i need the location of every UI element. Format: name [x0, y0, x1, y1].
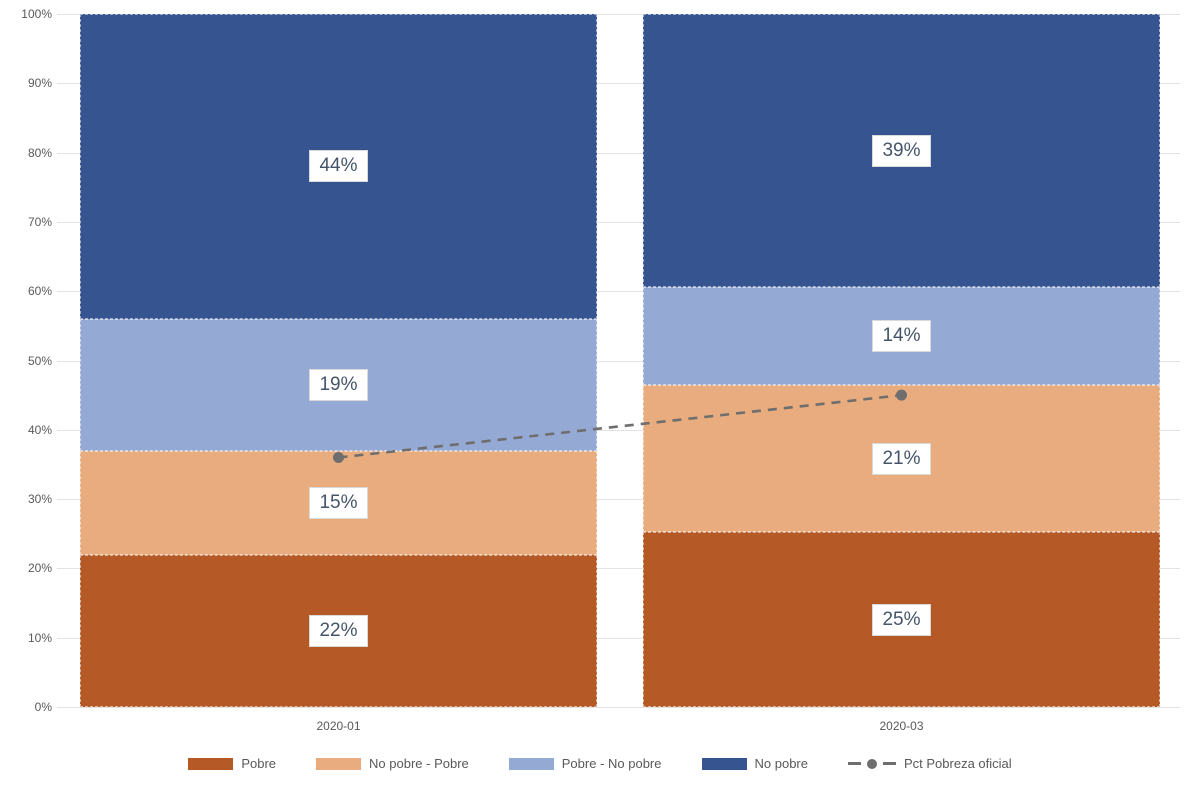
bar-segment-2020-03-no-pobre: 39%: [643, 14, 1160, 287]
y-tick-label-70: 70%: [27, 214, 52, 229]
data-label: 15%: [309, 486, 368, 519]
bar-segment-2020-03-no-pobre-pobre: 21%: [643, 385, 1160, 532]
gridline-0: [57, 707, 1180, 708]
x-axis-label-2020-03: 2020-03: [879, 719, 924, 733]
legend: Pobre No pobre - Pobre Pobre - No pobre …: [0, 756, 1200, 771]
legend-item-no-pobre: No pobre: [701, 756, 808, 771]
y-tick-label-90: 90%: [27, 76, 52, 91]
legend-item-no-pobre-pobre: No pobre - Pobre: [316, 756, 469, 771]
y-tick-label-40: 40%: [27, 422, 52, 437]
gridline-80: [57, 152, 1180, 154]
bar-segment-2020-03-pobre-no-pobre: 14%: [643, 287, 1160, 385]
bar-segment-2020-01-no-pobre: 44%: [80, 14, 597, 319]
data-label: 14%: [872, 320, 931, 352]
data-label: 44%: [309, 150, 368, 183]
y-tick-label-0: 0%: [34, 700, 52, 714]
y-tick-label-80: 80%: [27, 145, 52, 160]
dashed-line-with-dot-icon: [847, 758, 896, 769]
y-tick-label-20: 20%: [27, 561, 52, 576]
gridline-10: [57, 637, 1180, 639]
legend-item-pct-pobreza-oficial: Pct Pobreza oficial: [847, 756, 1012, 771]
x-axis-label-2020-01: 2020-01: [316, 719, 361, 733]
bar-segment-2020-01-pobre: 22%: [80, 554, 597, 707]
bar-segment-2020-03-pobre: 25%: [643, 532, 1160, 707]
y-tick-label-30: 30%: [27, 492, 52, 507]
y-tick-label-50: 50%: [27, 353, 52, 368]
data-label: 22%: [309, 614, 368, 647]
legend-swatch-pobre: [188, 757, 234, 770]
legend-label-pobre-no-pobre: Pobre - No pobre: [561, 756, 662, 771]
gridline-60: [57, 291, 1180, 293]
legend-label-pobre: Pobre: [241, 756, 277, 771]
gridline-90: [57, 83, 1180, 85]
y-tick-label-10: 10%: [27, 630, 52, 645]
y-tick-label-60: 60%: [27, 284, 52, 299]
data-label: 19%: [309, 368, 368, 401]
bar-segment-2020-01-pobre-no-pobre: 19%: [80, 318, 597, 451]
gridline-30: [57, 499, 1180, 501]
data-label: 25%: [872, 603, 931, 636]
legend-item-pobre: Pobre: [188, 756, 276, 771]
bar-segment-2020-01-no-pobre-pobre: 15%: [80, 450, 597, 555]
gridline-20: [57, 568, 1180, 570]
gridline-50: [57, 360, 1180, 362]
legend-swatch-no-pobre: [701, 757, 747, 770]
legend-swatch-pobre-no-pobre: [508, 757, 554, 770]
gridline-70: [57, 221, 1180, 223]
gridline-100: [57, 14, 1180, 15]
legend-label-pct-pobreza-oficial: Pct Pobreza oficial: [903, 756, 1012, 771]
legend-label-no-pobre: No pobre: [754, 756, 808, 771]
y-tick-label-100: 100%: [21, 7, 52, 21]
legend-swatch-no-pobre-pobre: [316, 757, 362, 770]
legend-item-pobre-no-pobre: Pobre - No pobre: [508, 756, 662, 771]
data-label: 39%: [872, 134, 931, 167]
data-label: 21%: [872, 442, 931, 475]
legend-label-no-pobre-pobre: No pobre - Pobre: [369, 756, 469, 771]
